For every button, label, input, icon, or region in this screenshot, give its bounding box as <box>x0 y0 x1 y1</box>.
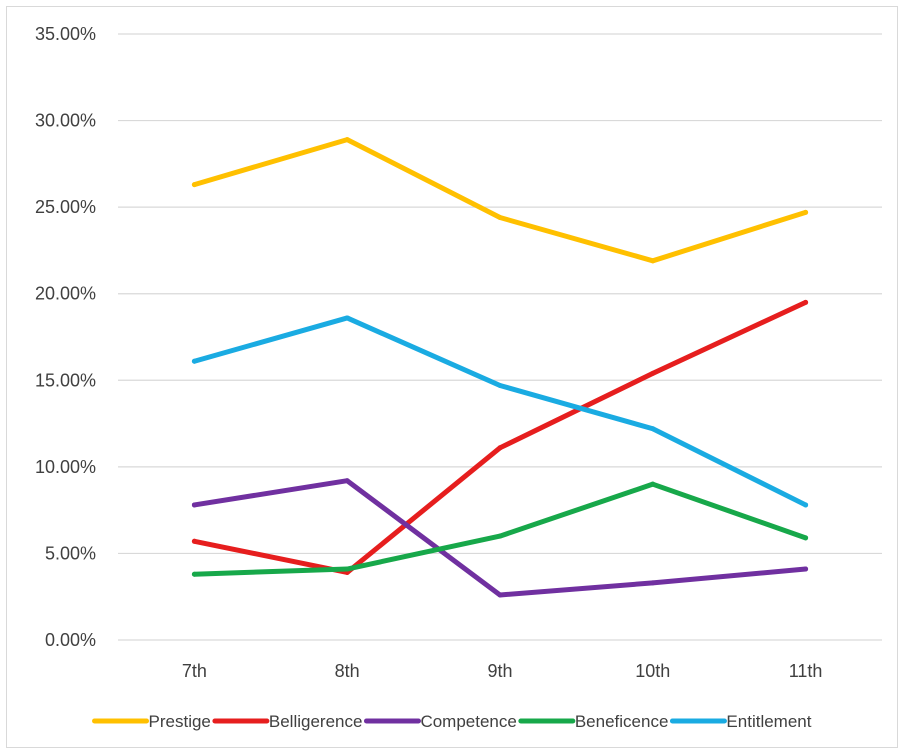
y-tick-label: 15.00% <box>35 370 96 390</box>
legend-item-beneficence: Beneficence <box>518 712 669 731</box>
series-beneficence <box>191 481 809 577</box>
series-lines <box>191 137 809 598</box>
data-point <box>803 209 809 215</box>
data-point <box>497 533 503 539</box>
data-point <box>497 215 503 221</box>
x-tick-label: 9th <box>487 661 512 681</box>
data-point <box>650 481 656 487</box>
legend-label: Prestige <box>149 712 211 731</box>
legend-label: Belligerence <box>269 712 363 731</box>
data-point <box>803 566 809 572</box>
chart-area <box>6 6 898 748</box>
legend-item-belligerence: Belligerence <box>212 712 363 731</box>
data-point <box>497 445 503 451</box>
data-point <box>191 182 197 188</box>
series-belligerence <box>191 299 809 575</box>
data-point <box>803 299 809 305</box>
data-point <box>344 478 350 484</box>
x-tick-label: 11th <box>789 661 823 681</box>
x-tick-label: 7th <box>182 661 207 681</box>
x-tick-label: 8th <box>335 661 360 681</box>
x-axis-tick-labels: 7th 8th 9th 10th 11th <box>182 661 823 681</box>
y-axis-tick-labels: 0.00% 5.00% 10.00% 15.00% 20.00% 25.00% 30.00%… <box>35 24 96 650</box>
y-tick-label: 5.00% <box>45 543 96 563</box>
legend-label: Competence <box>420 712 516 731</box>
series-line <box>191 137 809 264</box>
data-point <box>344 137 350 143</box>
series-entitlement <box>191 315 809 508</box>
legend-item-prestige: Prestige <box>92 712 211 731</box>
data-point <box>497 592 503 598</box>
legend-item-competence: Competence <box>363 712 517 731</box>
data-point <box>191 571 197 577</box>
y-tick-label: 30.00% <box>35 111 96 131</box>
data-point <box>344 566 350 572</box>
data-point <box>191 358 197 364</box>
legend: Prestige Belligerence Competence Beneficenc… <box>92 712 812 731</box>
data-point <box>650 370 656 376</box>
data-point <box>191 502 197 508</box>
y-tick-label: 0.00% <box>45 630 96 650</box>
y-tick-label: 35.00% <box>35 24 96 44</box>
y-tick-label: 20.00% <box>35 284 96 304</box>
data-point <box>803 535 809 541</box>
data-point <box>650 580 656 586</box>
legend-label: Entitlement <box>726 712 811 731</box>
data-point <box>650 258 656 264</box>
legend-item-entitlement: Entitlement <box>669 712 812 731</box>
data-point <box>344 315 350 321</box>
y-tick-label: 25.00% <box>35 197 96 217</box>
legend-label: Beneficence <box>575 712 669 731</box>
series-line <box>191 299 809 575</box>
data-point <box>803 502 809 508</box>
y-tick-label: 10.00% <box>35 457 96 477</box>
data-point <box>650 426 656 432</box>
series-competence <box>191 478 809 598</box>
data-point <box>497 382 503 388</box>
x-tick-label: 10th <box>635 661 670 681</box>
series-prestige <box>191 137 809 264</box>
data-point <box>191 538 197 544</box>
